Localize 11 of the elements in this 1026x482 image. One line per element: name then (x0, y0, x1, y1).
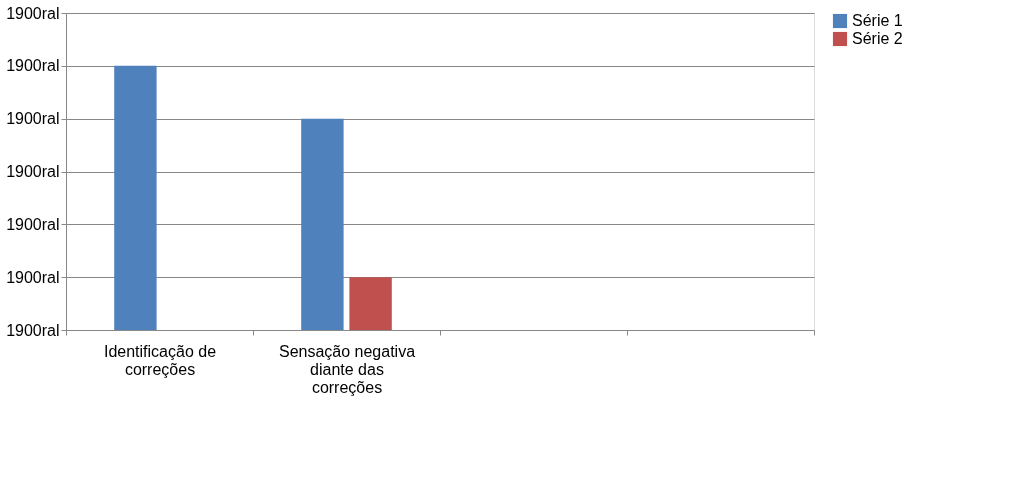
x-tick-label: Identificação de correções (103, 342, 217, 378)
text: 1900ral (6, 321, 60, 339)
text: 1900ral (6, 110, 60, 128)
text: 1900ral (6, 163, 60, 180)
text: 1900ral (6, 4, 60, 22)
legend-label: Série 2 (852, 30, 903, 47)
x-tick-label: Sensação negativa diante das correções (278, 342, 416, 396)
legend-label: Série 1 (852, 12, 903, 29)
text: 1900ral (6, 268, 60, 286)
text: 1900ral (6, 57, 60, 75)
text: 1900ral (6, 215, 60, 233)
